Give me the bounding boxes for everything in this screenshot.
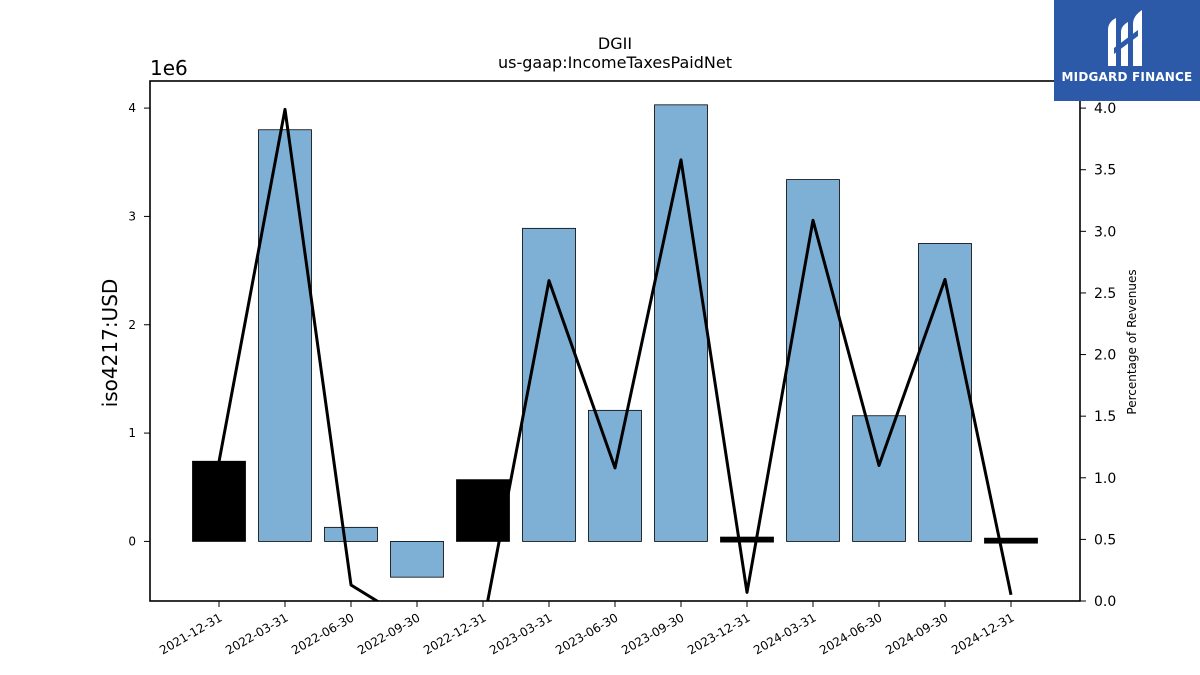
chart-title: DGII <box>598 34 632 53</box>
chart-subtitle: us-gaap:IncomeTaxesPaidNet <box>498 53 732 72</box>
x-tick-label: 2024-06-30 <box>817 610 884 657</box>
bar-series <box>192 104 1038 578</box>
x-tick-label: 2023-06-30 <box>553 610 620 657</box>
bar <box>324 526 378 542</box>
bar <box>654 104 708 542</box>
x-tick-label: 2023-12-31 <box>685 610 752 657</box>
y-tick-label: 0 <box>128 534 136 548</box>
y-tick-label: 1 <box>128 426 136 440</box>
bar <box>588 409 642 542</box>
line-path <box>217 107 1013 601</box>
bar <box>984 537 1038 544</box>
y2-tick-label: 4.0 <box>1094 101 1116 117</box>
y2-tick-label: 3.0 <box>1094 224 1116 240</box>
bar <box>390 541 444 578</box>
x-tick-label: 2023-09-30 <box>619 610 686 657</box>
y-tick-label: 2 <box>128 318 136 332</box>
y2-tick-label: 3.5 <box>1094 163 1116 179</box>
logo-mark-icon <box>1108 10 1142 66</box>
x-tick-label: 2022-09-30 <box>355 610 422 657</box>
y2-tick-label: 2.0 <box>1094 348 1116 364</box>
y2-tick-label: 0.5 <box>1094 532 1116 548</box>
y2-tick-label: 2.5 <box>1094 286 1116 302</box>
x-tick-label: 2022-03-31 <box>223 610 290 657</box>
bar <box>720 536 774 543</box>
y-tick-label: 4 <box>128 101 136 115</box>
x-tick-label: 2023-03-31 <box>487 610 554 657</box>
y-axis-label: iso4217:USD <box>98 279 122 408</box>
bar <box>786 179 840 542</box>
y2-axis-label: Percentage of Revenues <box>1125 269 1139 414</box>
bar <box>258 129 312 542</box>
x-tick-label: 2024-03-31 <box>751 610 818 657</box>
x-tick-label: 2024-12-31 <box>949 610 1016 657</box>
bar <box>918 243 972 542</box>
x-tick-label: 2022-06-30 <box>289 610 356 657</box>
x-tick-label: 2022-12-31 <box>421 610 488 657</box>
y2-tick-label: 0.0 <box>1094 594 1116 610</box>
logo-text: MIDGARD FINANCE <box>1061 70 1193 84</box>
y2-tick-label: 1.0 <box>1094 471 1116 487</box>
y-multiplier-label: 1e6 <box>150 56 188 80</box>
y2-tick-label: 1.5 <box>1094 409 1116 425</box>
bar <box>192 460 246 542</box>
x-tick-label: 2021-12-31 <box>157 610 224 657</box>
line-series <box>217 107 1013 601</box>
midgard-finance-logo: MIDGARD FINANCE <box>1054 0 1200 101</box>
bar <box>852 415 906 542</box>
y-tick-label: 3 <box>128 209 136 223</box>
x-tick-label: 2024-09-30 <box>883 610 950 657</box>
